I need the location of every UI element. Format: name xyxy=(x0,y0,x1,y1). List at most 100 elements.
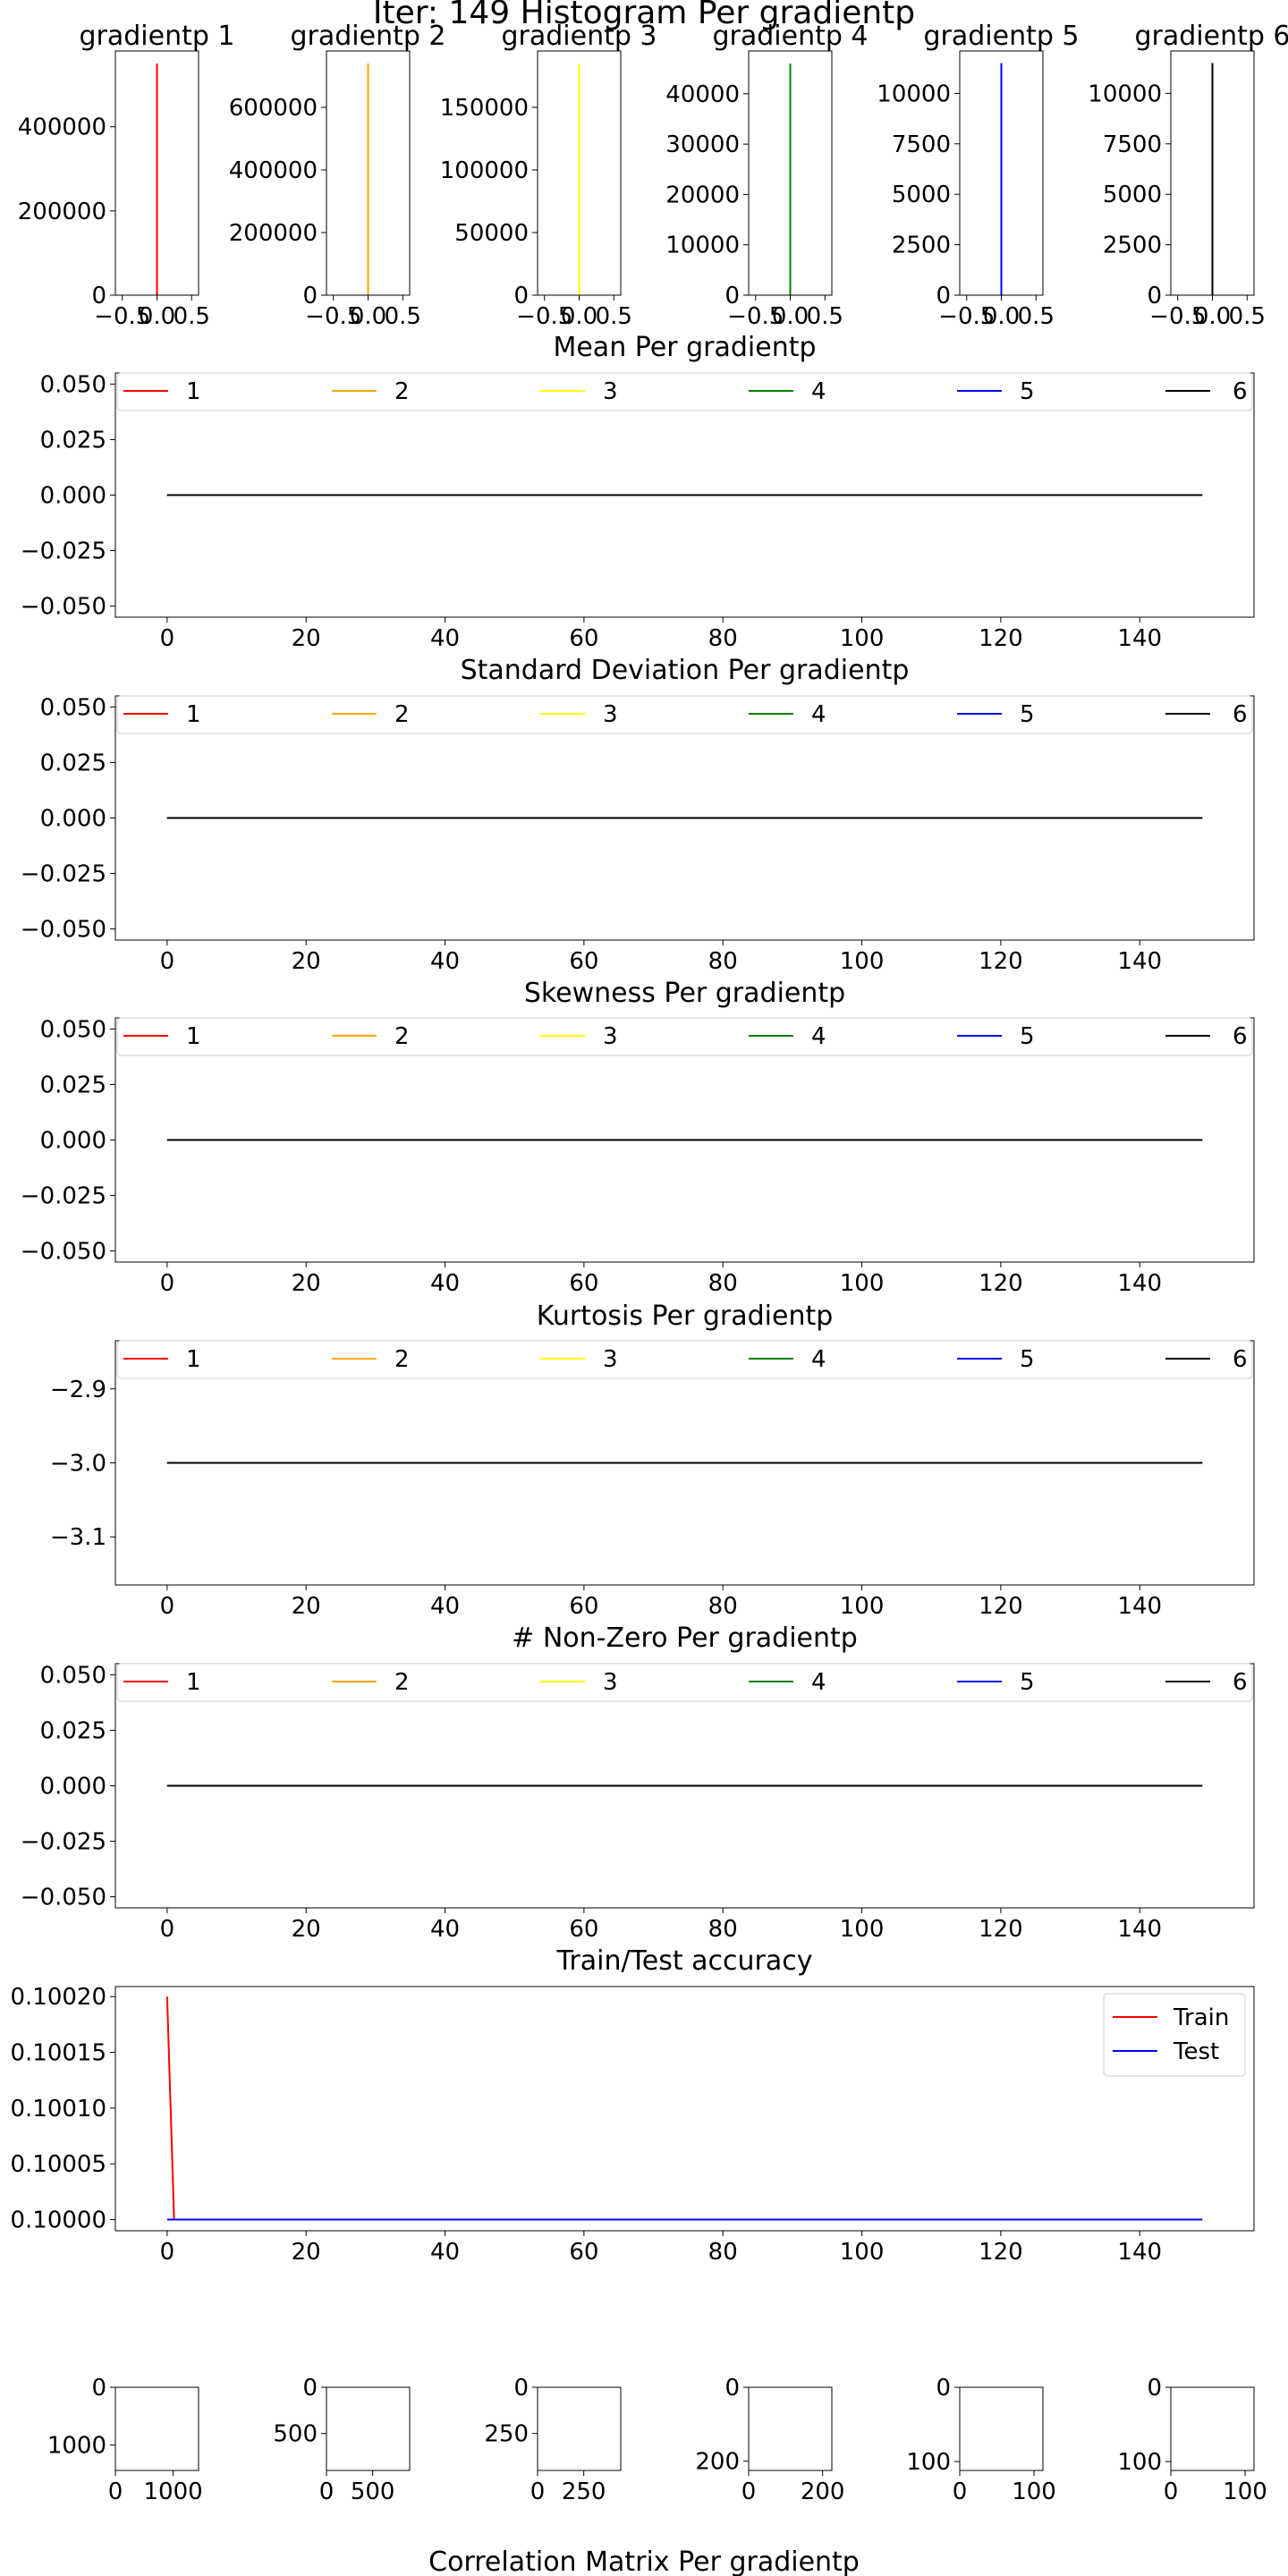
legend-label: 3 xyxy=(603,1023,618,1050)
histogram-panel-4: gradientp 4 0 10000 20000 30000 40000 −0.50.00… xyxy=(665,21,868,330)
x-tick-label: 0 xyxy=(108,2479,123,2505)
legend-label: Train xyxy=(1173,2004,1229,2031)
x-tick-label: 0 xyxy=(530,2479,546,2505)
y-tick-label: 10000 xyxy=(877,80,951,107)
histogram-title: gradientp 6 xyxy=(1134,21,1288,52)
x-tick-label: 80 xyxy=(708,1593,738,1620)
legend-label: 1 xyxy=(186,1023,201,1050)
y-tick-label: 0 xyxy=(302,283,318,309)
legend: 1 2 3 4 5 6 xyxy=(116,1663,1253,1702)
histogram-panel-5: gradientp 5 0 2500 5000 7500 10000 −0.50.00.5 xyxy=(877,21,1079,330)
y-tick-label: 20000 xyxy=(665,182,740,208)
y-tick-label: 400000 xyxy=(18,114,106,141)
heatmap-frame xyxy=(1170,2386,1255,2471)
y-tick-label: 0.050 xyxy=(40,371,106,398)
heatmap-frame xyxy=(326,2386,411,2471)
legend-label: 3 xyxy=(603,378,618,405)
legend-frame xyxy=(116,1340,1253,1379)
panel-title: Train/Test accuracy xyxy=(555,1945,812,1977)
histogram-title: gradientp 1 xyxy=(79,21,234,52)
x-tick-label: 80 xyxy=(708,2239,738,2266)
time-series-panel-1: Mean Per gradientp 0.050 0.025 0.000 −0.025 −… xyxy=(21,332,1255,652)
legend-label: 2 xyxy=(394,1023,410,1050)
x-tick-label: 200 xyxy=(801,2479,845,2505)
x-tick-label: 0.0 xyxy=(350,303,386,330)
heatmap-frame xyxy=(959,2386,1044,2471)
panel-title: # Non-Zero Per gradientp xyxy=(512,1623,858,1654)
x-tick-label: 140 xyxy=(1117,1916,1162,1943)
x-tick-label: 120 xyxy=(979,1270,1023,1297)
histogram-panel-3: gradientp 3 0 50000 100000 150000 −0.50.00.5 xyxy=(440,21,657,330)
x-tick-label: 0.5 xyxy=(385,303,421,330)
y-tick-label: 0 xyxy=(1147,283,1162,309)
heatmap-frame xyxy=(537,2386,622,2471)
x-tick-label: 0 xyxy=(160,1593,175,1620)
x-tick-label: 120 xyxy=(979,625,1023,652)
legend-frame xyxy=(116,1663,1253,1702)
y-tick-label: 0 xyxy=(1147,2375,1162,2402)
x-tick-label: 0 xyxy=(160,1916,175,1943)
y-tick-label: −0.025 xyxy=(21,1829,106,1856)
x-tick-label: 20 xyxy=(292,625,321,652)
y-tick-label: 200000 xyxy=(229,220,318,247)
x-tick-label: 140 xyxy=(1117,625,1162,652)
x-tick-label: 40 xyxy=(430,1270,460,1297)
x-tick-label: 100 xyxy=(1223,2479,1267,2505)
y-tick-label: 0.025 xyxy=(40,427,106,453)
y-tick-label: 7500 xyxy=(892,131,951,158)
y-tick-label: 100 xyxy=(1117,2449,1162,2476)
x-tick-label: −0.5 xyxy=(727,303,784,330)
x-tick-label: 80 xyxy=(708,948,738,975)
y-tick-label: 5000 xyxy=(1103,182,1162,208)
y-tick-label: −2.9 xyxy=(50,1377,106,1403)
y-tick-label: 0.025 xyxy=(40,750,106,776)
x-tick-label: 0.5 xyxy=(1018,303,1055,330)
legend-label: 1 xyxy=(186,701,201,728)
legend-label: 6 xyxy=(1233,1346,1248,1373)
y-tick-label: −0.025 xyxy=(21,1183,106,1210)
y-tick-label: 100 xyxy=(906,2449,951,2476)
x-tick-label: 40 xyxy=(430,948,460,975)
legend-frame xyxy=(116,695,1253,734)
x-tick-label: 0.5 xyxy=(1229,303,1266,330)
y-tick-label: 0 xyxy=(513,283,529,309)
x-tick-label: 40 xyxy=(430,625,460,652)
x-tick-label: 0 xyxy=(160,625,175,652)
x-tick-label: 20 xyxy=(292,2239,321,2266)
time-series-panel-4: Kurtosis Per gradientp −2.9 −3.0 −3.1 0 20 40 6… xyxy=(50,1301,1255,1620)
histogram-panel-1: gradientp 1 0 200000 400000 −0.50.00.5 xyxy=(18,21,235,330)
y-tick-label: −3.1 xyxy=(50,1524,106,1551)
y-tick-label: 200000 xyxy=(18,199,106,225)
x-tick-label: 0.5 xyxy=(807,303,843,330)
panel-title: Skewness Per gradientp xyxy=(524,978,845,1009)
legend: 1 2 3 4 5 6 xyxy=(116,1017,1253,1056)
legend-label: 6 xyxy=(1233,378,1248,405)
histogram-title: gradientp 5 xyxy=(923,21,1079,52)
panel-title: Standard Deviation Per gradientp xyxy=(461,655,910,686)
histogram-panel-2: gradientp 2 0 200000 400000 600000 −0.50.00.5 xyxy=(229,21,446,330)
legend-label: 6 xyxy=(1233,1669,1248,1696)
x-tick-label: 120 xyxy=(979,1593,1023,1620)
x-tick-label: 120 xyxy=(979,2239,1023,2266)
x-tick-label: 0 xyxy=(741,2479,757,2505)
x-tick-label: 20 xyxy=(292,948,321,975)
x-tick-label: −0.5 xyxy=(938,303,995,330)
y-tick-label: 2500 xyxy=(1103,233,1162,259)
x-tick-label: 0 xyxy=(953,2479,968,2505)
x-tick-label: 20 xyxy=(292,1916,321,1943)
legend-label: 5 xyxy=(1020,378,1035,405)
y-tick-label: 0 xyxy=(302,2375,318,2402)
y-tick-label: 600000 xyxy=(229,95,318,122)
legend-label: 1 xyxy=(186,1346,201,1373)
x-tick-label: 0.0 xyxy=(139,303,175,330)
x-tick-label: 40 xyxy=(430,1916,460,1943)
legend: 1 2 3 4 5 6 xyxy=(116,1340,1253,1379)
x-tick-label: 60 xyxy=(569,948,598,975)
legend-label: 4 xyxy=(811,1669,826,1696)
x-tick-label: 100 xyxy=(1012,2479,1056,2505)
legend-label: 2 xyxy=(394,1669,410,1696)
x-tick-label: 60 xyxy=(569,1593,598,1620)
x-tick-label: 40 xyxy=(430,2239,460,2266)
